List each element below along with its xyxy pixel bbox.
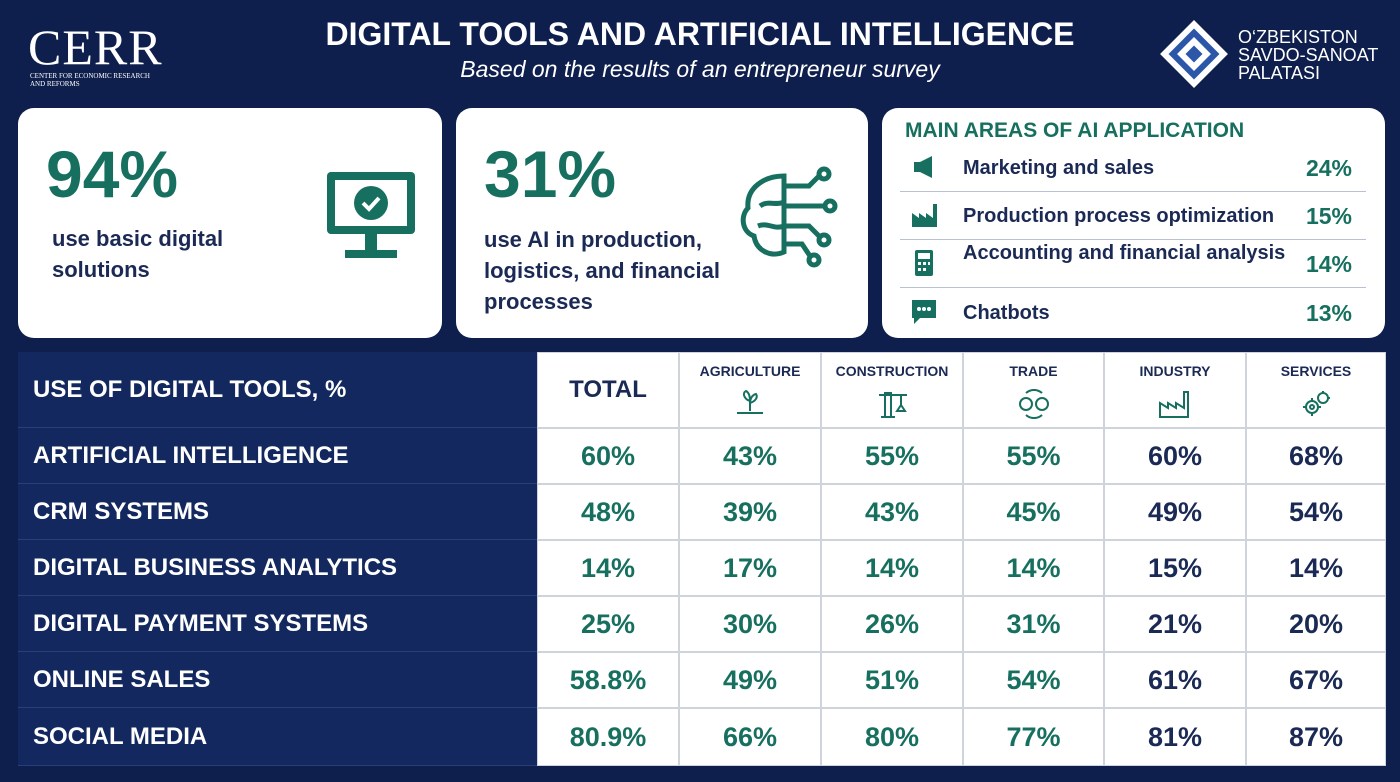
cell-value: 51% — [821, 652, 963, 708]
cell-value: 80.9% — [537, 708, 679, 766]
cell-value: 25% — [537, 596, 679, 652]
cell-value: 54% — [1246, 484, 1386, 540]
row-label: DIGITAL BUSINESS ANALYTICS — [18, 540, 537, 596]
ai-icon — [912, 300, 936, 324]
cell-value: 30% — [679, 596, 821, 652]
ai-value: 13% — [1305, 300, 1352, 326]
column-icon — [737, 389, 763, 414]
logo-left-subtitle: CENTER FOR ECONOMIC RESEARCH AND REFORMS — [30, 72, 150, 88]
column-header-text: CONSTRUCTION — [835, 363, 949, 379]
column-header-text: INDUSTRY — [1139, 363, 1211, 379]
ai-label: Chatbots — [963, 302, 1050, 324]
ai-icon — [915, 250, 933, 276]
column-header: AGRICULTURE — [679, 352, 821, 428]
ai-label: Accounting and financial analysis — [963, 242, 1286, 264]
column-icon — [1303, 391, 1330, 416]
card: MAIN AREAS OF AI APPLICATION — [882, 108, 1385, 338]
ai-row: Marketing and sales 24% — [900, 145, 1366, 192]
row-label: ONLINE SALES — [18, 652, 537, 708]
cell-value: 20% — [1246, 596, 1386, 652]
ai-areas-title: MAIN AREAS OF AI APPLICATION — [905, 119, 1245, 142]
row-label: DIGITAL PAYMENT SYSTEMS — [18, 596, 537, 652]
cell-value: 77% — [963, 708, 1104, 766]
card: 94% use basic digital solutions — [18, 108, 442, 338]
column-header: INDUSTRY — [1104, 352, 1246, 428]
cell-value: 49% — [679, 652, 821, 708]
ai-label: Marketing and sales — [963, 157, 1155, 179]
logo-right-line: SAVDO-SANOAT — [1238, 45, 1379, 65]
cell-value: 14% — [1246, 540, 1386, 596]
ai-row: Chatbots 13% — [900, 290, 1366, 336]
cell-value: 66% — [679, 708, 821, 766]
card-value: 94% — [46, 137, 179, 211]
column-header-text: SERVICES — [1280, 363, 1352, 379]
cell-value: 60% — [1104, 428, 1246, 484]
cell-value: 58.8% — [537, 652, 679, 708]
cell-value: 45% — [963, 484, 1104, 540]
monitor-icon — [327, 172, 415, 258]
column-header: SERVICES — [1246, 352, 1386, 428]
cell-value: 17% — [679, 540, 821, 596]
cell-value: 61% — [1104, 652, 1246, 708]
logo-left: CERR — [28, 19, 163, 75]
subtitle: Based on the results of an entrepreneur … — [460, 56, 940, 82]
cell-value: 43% — [679, 428, 821, 484]
logo-right-line: PALATASI — [1238, 63, 1321, 83]
cell-value: 26% — [821, 596, 963, 652]
ai-icon — [914, 156, 932, 179]
row-label: SOCIAL MEDIA — [18, 708, 537, 766]
cell-value: 81% — [1104, 708, 1246, 766]
column-header: TRADE — [963, 352, 1104, 428]
column-header-text: TRADE — [1009, 363, 1058, 379]
cell-value: 55% — [821, 428, 963, 484]
cell-value: 54% — [963, 652, 1104, 708]
logo-right-icon — [1160, 20, 1228, 88]
ai-row: Accounting and financial analysis 14% — [900, 241, 1366, 288]
ai-value: 15% — [1305, 203, 1352, 229]
column-icon — [1018, 389, 1049, 419]
cell-value: 14% — [821, 540, 963, 596]
cell-value: 43% — [821, 484, 963, 540]
column-icon — [879, 392, 907, 418]
ai-value: 14% — [1305, 251, 1352, 277]
cell-value: 14% — [537, 540, 679, 596]
card-text: use basic digital solutions — [52, 226, 224, 282]
column-icon — [1159, 391, 1189, 418]
card: 31% use AI in production, logistics, and… — [456, 108, 868, 338]
row-label: ARTIFICIAL INTELLIGENCE — [18, 428, 537, 484]
cell-value: 15% — [1104, 540, 1246, 596]
cell-value: 21% — [1104, 596, 1246, 652]
title: DIGITAL TOOLS AND ARTIFICIAL INTELLIGENC… — [325, 16, 1075, 52]
ai-label: Production process optimization — [963, 205, 1275, 227]
cell-value: 67% — [1246, 652, 1386, 708]
ai-brain-icon — [740, 166, 838, 268]
cell-value: 31% — [963, 596, 1104, 652]
column-header-text: AGRICULTURE — [699, 363, 801, 379]
table-title: USE OF DIGITAL TOOLS, % — [18, 352, 537, 428]
cell-value: 60% — [537, 428, 679, 484]
cell-value: 48% — [537, 484, 679, 540]
column-header: TOTAL — [537, 352, 679, 428]
card-value: 31% — [484, 137, 617, 211]
cell-value: 55% — [963, 428, 1104, 484]
cell-value: 39% — [679, 484, 821, 540]
ai-icon — [912, 204, 937, 227]
cell-value: 68% — [1246, 428, 1386, 484]
cell-value: 80% — [821, 708, 963, 766]
card-text: use AI in production, logistics, and fin… — [484, 227, 720, 314]
row-label: CRM SYSTEMS — [18, 484, 537, 540]
ai-value: 24% — [1305, 155, 1352, 181]
cell-value: 87% — [1246, 708, 1386, 766]
ai-row: Production process optimization 15% — [900, 193, 1366, 240]
logo-right-line: O‘ZBEKISTON — [1238, 27, 1358, 47]
logo-right: O‘ZBEKISTON SAVDO-SANOAT PALATASI — [1238, 28, 1378, 82]
column-header: CONSTRUCTION — [821, 352, 963, 428]
cell-value: 14% — [963, 540, 1104, 596]
cell-value: 49% — [1104, 484, 1246, 540]
